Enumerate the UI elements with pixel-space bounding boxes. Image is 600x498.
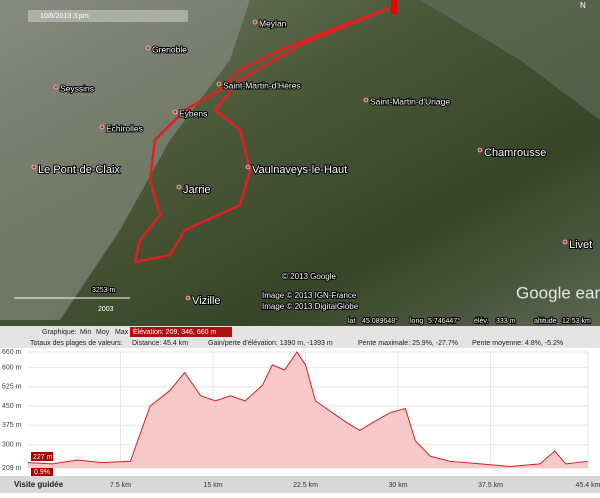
place-dot	[216, 81, 222, 87]
cursor-slope: 0.9%	[34, 469, 50, 476]
copyright: © 2013 Google	[282, 272, 336, 281]
status-text: 333 m	[496, 318, 516, 325]
cursor-box	[31, 468, 53, 476]
status-text: 5.746447°	[428, 317, 460, 325]
place-dot	[185, 295, 191, 301]
profile-line	[27, 351, 589, 467]
route	[133, 6, 391, 264]
place-dot	[172, 109, 178, 115]
place-label: Chamrousse	[484, 147, 546, 159]
status-text: 12.53 km	[562, 318, 591, 325]
y-tick-label: 660 m	[2, 349, 22, 356]
stat-button[interactable]: Moy	[96, 329, 110, 336]
place-dot	[562, 239, 568, 245]
cursor-box	[31, 452, 53, 461]
imagery-year: 2003	[98, 306, 114, 313]
x-tick-label: 7.5 km	[110, 482, 131, 489]
stat-button[interactable]: Max	[115, 329, 129, 336]
y-tick-label: 209 m	[2, 465, 22, 472]
time-slider[interactable]	[28, 10, 188, 22]
place-label: Eybens	[179, 108, 207, 118]
profile-chart: 209 m 300 m 375 m 450 m 525 m 600 m 660 m 7.5 k…	[2, 349, 600, 489]
place-dot	[31, 164, 37, 170]
place-dot	[363, 97, 369, 103]
y-tick-label: 450 m	[2, 403, 22, 410]
place-dot	[53, 84, 59, 90]
status-bar: lat 45.089648° long 5.746447° élév. 333 …	[347, 316, 592, 326]
route-marker	[391, 0, 397, 14]
place-label: Saint-Martin-d'Uriage	[370, 96, 450, 106]
place-dot	[99, 124, 105, 130]
x-tick-label: 15 km	[203, 482, 222, 489]
place-label: Meylan	[259, 18, 287, 28]
place-label: Vaulnaveys-le-Haut	[252, 164, 347, 176]
copyright: Image © 2013 IGN-France	[262, 291, 357, 300]
x-tick-label: 30 km	[389, 482, 408, 489]
scale-label: 3253 m	[92, 287, 116, 294]
stat: Pente maximale: 25.9%, -27.7%	[358, 340, 458, 347]
label: Totaux des plages de valeurs:	[30, 340, 123, 347]
x-tick-label: 45.4 km	[576, 482, 600, 489]
status-text: altitude	[534, 318, 557, 325]
panel-footer	[0, 476, 600, 493]
y-tick-label: 375 m	[2, 422, 22, 429]
place-label: Saint-Martin-d'Hères	[223, 80, 301, 90]
y-tick-label: 600 m	[2, 364, 22, 371]
status-text: élév.	[474, 318, 488, 325]
place-dot	[145, 45, 151, 51]
place-label: Vizille	[192, 295, 221, 307]
city-area	[0, 0, 250, 320]
stat: Distance: 45.4 km	[132, 340, 188, 347]
y-tick-label: 300 m	[2, 441, 22, 448]
stat: Pente moyenne: 4.8%, -5.2%	[472, 340, 563, 347]
status-text: long	[410, 318, 423, 325]
profile-area	[28, 352, 588, 468]
timestamp: 10/6/2013 3 pm	[40, 13, 89, 20]
logo: Google earth	[516, 283, 600, 302]
place-label: Seyssins	[60, 83, 94, 93]
status-text: lat	[348, 318, 355, 325]
elevation-stats: Élévation: 209, 346, 660 m	[133, 327, 216, 336]
compass[interactable]: N	[580, 1, 586, 10]
place-dot	[477, 147, 483, 153]
copyright: Image © 2013 DigitalGlobe	[262, 302, 359, 311]
place-dot	[176, 184, 182, 190]
place-label: Echirolles	[106, 123, 143, 133]
place-label: Jarrie	[183, 184, 211, 196]
tour-button[interactable]: Visite guidée	[14, 480, 64, 489]
place-label: Le Pont-de-Claix	[38, 164, 120, 176]
stat: Gain/perte d'élévation: 1390 m, -1393 m	[208, 340, 333, 347]
elevation-tab[interactable]	[130, 327, 232, 337]
valley	[420, 0, 600, 120]
place-label: Livet	[569, 239, 592, 251]
place-dot	[245, 164, 251, 170]
status-text: 45.089648°	[362, 317, 398, 325]
x-tick-label: 22.5 km	[293, 482, 318, 489]
y-tick-label: 525 m	[2, 384, 22, 391]
x-tick-label: 37.5 km	[478, 482, 503, 489]
stat-button[interactable]: Min	[80, 329, 91, 336]
cursor-elevation: 227 m	[33, 454, 53, 461]
place-dot	[252, 19, 258, 25]
place-label: Grenoble	[152, 44, 187, 54]
label: Graphique:	[42, 329, 77, 336]
